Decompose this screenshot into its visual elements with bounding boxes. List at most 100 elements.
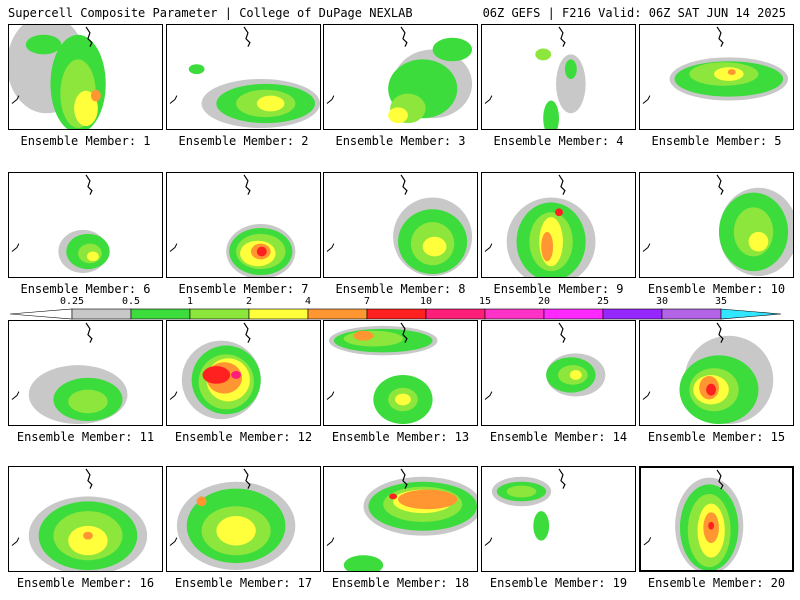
scp-contour-yellow	[256, 95, 285, 112]
colorbar-tick-label: 1	[186, 296, 194, 307]
ensemble-member-panel-13[interactable]	[323, 320, 478, 426]
colorbar	[10, 308, 782, 320]
scp-contour-yellow	[422, 236, 447, 257]
ensemble-member-panel-2[interactable]	[166, 24, 321, 130]
ensemble-member-label: Ensemble Member: 1	[20, 134, 151, 148]
scp-field-map	[484, 26, 586, 129]
scp-field-map	[326, 26, 473, 124]
lake-outline	[400, 174, 408, 195]
ensemble-member-label: Ensemble Member: 20	[647, 576, 786, 590]
ensemble-member-label: Ensemble Member: 8	[335, 282, 466, 296]
ensemble-member-panel-16[interactable]	[8, 466, 163, 572]
scp-contour-orange	[398, 489, 458, 510]
ensemble-member-panel-17[interactable]	[166, 466, 321, 572]
colorbar-tick-label: 2	[245, 296, 253, 307]
scp-contour-yellow	[74, 90, 98, 127]
ensemble-member-label: Ensemble Member: 9	[493, 282, 624, 296]
colorbar-swatch	[189, 308, 250, 320]
ensemble-member-label: Ensemble Member: 3	[335, 134, 466, 148]
colorbar-tick-label: 7	[363, 296, 371, 307]
ensemble-member-panel-6[interactable]	[8, 172, 163, 278]
scp-field-map	[9, 25, 106, 129]
colorbar-tick-label: 35	[714, 296, 728, 307]
ensemble-member-label: Ensemble Member: 13	[331, 430, 470, 444]
ensemble-member-label: Ensemble Member: 12	[174, 430, 313, 444]
lake-outline	[716, 26, 724, 47]
lake-outline	[400, 468, 408, 489]
scp-field-map	[169, 322, 261, 420]
scp-field-map	[484, 322, 606, 400]
colorbar-swatch	[602, 308, 663, 320]
scp-field-map	[169, 468, 296, 571]
colorbar-tick-label: 30	[655, 296, 669, 307]
scp-field-map	[642, 174, 793, 277]
scp-contour-yellow	[714, 67, 744, 81]
colorbar-tick-label: 0.5	[121, 296, 141, 307]
ensemble-member-panel-15[interactable]	[639, 320, 794, 426]
scp-contour-yellow	[216, 516, 256, 546]
ensemble-member-panel-20[interactable]	[639, 466, 794, 572]
ensemble-member-panel-11[interactable]	[8, 320, 163, 426]
lake-outline	[85, 174, 93, 195]
ensemble-member-label: Ensemble Member: 19	[489, 576, 628, 590]
map-title: Supercell Composite Parameter | College …	[8, 6, 413, 20]
ensemble-member-panel-3[interactable]	[323, 24, 478, 130]
ensemble-member-panel-18[interactable]	[323, 466, 478, 572]
coastline-outline	[484, 391, 493, 400]
ensemble-member-label: Ensemble Member: 15	[647, 430, 786, 444]
ensemble-member-panel-5[interactable]	[639, 24, 794, 130]
colorbar-swatch	[307, 308, 368, 320]
ensemble-member-panel-12[interactable]	[166, 320, 321, 426]
ensemble-member-panel-10[interactable]	[639, 172, 794, 278]
coastline-outline	[169, 391, 178, 400]
ensemble-member-panel-19[interactable]	[481, 466, 636, 572]
scp-contour-green	[188, 64, 205, 75]
coastline-outline	[326, 537, 335, 546]
scp-contour-orange	[90, 89, 101, 102]
scp-contour-lgreen	[506, 485, 537, 498]
scp-field-map	[326, 468, 477, 571]
coastline-outline	[11, 243, 20, 252]
ensemble-member-panel-8[interactable]	[323, 172, 478, 278]
lake-outline	[716, 174, 724, 195]
scp-contour-red	[389, 493, 398, 500]
colorbar-tick-label: 20	[537, 296, 551, 307]
coastline-outline	[11, 537, 20, 546]
scp-field-map	[11, 174, 110, 274]
lake-outline	[243, 174, 251, 195]
lake-outline	[558, 322, 566, 343]
ensemble-member-panel-4[interactable]	[481, 24, 636, 130]
scp-field-map	[484, 468, 566, 546]
scp-contour-yellow	[569, 370, 582, 380]
scp-contour-green	[564, 59, 577, 79]
ensemble-member-panel-1[interactable]	[8, 24, 163, 130]
lake-outline	[243, 322, 251, 343]
scp-contour-yellow	[395, 393, 411, 406]
lake-outline	[558, 26, 566, 47]
scp-field-map	[11, 322, 128, 425]
lake-outline	[85, 322, 93, 343]
coastline-outline	[169, 243, 178, 252]
coastline-outline	[326, 95, 335, 104]
scp-contour-orange	[83, 531, 93, 540]
colorbar-swatch	[130, 308, 191, 320]
scp-field-map	[169, 26, 320, 129]
coastline-outline	[642, 243, 651, 252]
scp-contour-green	[543, 100, 559, 129]
colorbar-swatch	[366, 308, 427, 320]
coastline-outline	[484, 243, 493, 252]
coastline-outline	[484, 95, 493, 104]
ensemble-member-label: Ensemble Member: 2	[178, 134, 309, 148]
ensemble-member-panel-14[interactable]	[481, 320, 636, 426]
coastline-outline	[642, 95, 651, 104]
scp-contour-yellow	[388, 107, 408, 124]
ensemble-member-label: Ensemble Member: 10	[647, 282, 786, 296]
ensemble-member-label: Ensemble Member: 7	[178, 282, 309, 296]
ensemble-member-panel-7[interactable]	[166, 172, 321, 278]
scp-contour-pink	[231, 371, 242, 379]
ensemble-member-panel-9[interactable]	[481, 172, 636, 278]
scp-contour-lgreen	[535, 48, 552, 61]
scp-contour-green	[432, 37, 473, 62]
scp-contour-yellow	[68, 525, 108, 556]
colorbar-swatch	[248, 308, 309, 320]
